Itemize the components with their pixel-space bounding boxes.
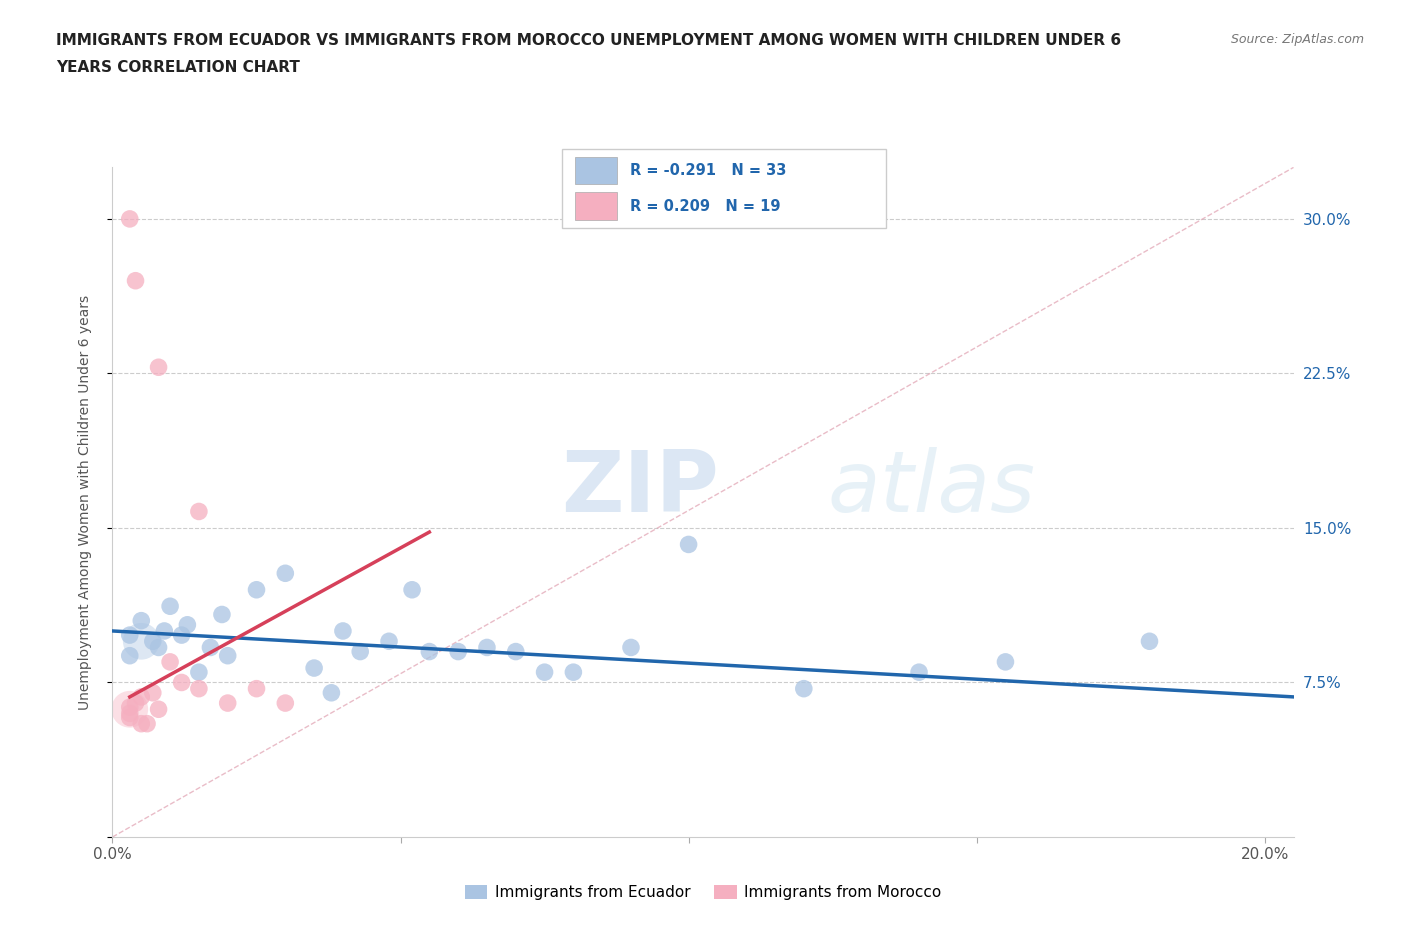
- Text: R = 0.209   N = 19: R = 0.209 N = 19: [630, 199, 780, 214]
- Point: [678, 537, 700, 551]
- Point: [200, 640, 222, 655]
- Point: [187, 665, 209, 680]
- Point: [142, 634, 165, 649]
- Point: [159, 655, 181, 670]
- Point: [217, 648, 239, 663]
- Point: [505, 644, 527, 659]
- Point: [118, 706, 141, 721]
- Point: [129, 689, 152, 704]
- Point: [148, 702, 170, 717]
- Point: [1139, 634, 1161, 649]
- Point: [187, 504, 209, 519]
- Point: [793, 681, 815, 696]
- Point: [349, 644, 371, 659]
- Point: [118, 648, 141, 663]
- Y-axis label: Unemployment Among Women with Children Under 6 years: Unemployment Among Women with Children U…: [77, 295, 91, 710]
- Point: [118, 211, 141, 226]
- Point: [321, 685, 343, 700]
- Point: [142, 685, 165, 700]
- Text: YEARS CORRELATION CHART: YEARS CORRELATION CHART: [56, 60, 299, 75]
- Point: [129, 634, 152, 649]
- Point: [418, 644, 440, 659]
- FancyBboxPatch shape: [562, 149, 886, 228]
- Point: [245, 681, 267, 696]
- Point: [217, 696, 239, 711]
- Point: [136, 716, 159, 731]
- Text: IMMIGRANTS FROM ECUADOR VS IMMIGRANTS FROM MOROCCO UNEMPLOYMENT AMONG WOMEN WITH: IMMIGRANTS FROM ECUADOR VS IMMIGRANTS FR…: [56, 33, 1122, 47]
- Point: [153, 623, 176, 638]
- Point: [148, 640, 170, 655]
- Point: [994, 655, 1017, 670]
- Text: Source: ZipAtlas.com: Source: ZipAtlas.com: [1230, 33, 1364, 46]
- Point: [211, 607, 233, 622]
- Text: atlas: atlas: [827, 447, 1035, 530]
- Point: [302, 660, 325, 675]
- Point: [148, 360, 170, 375]
- Point: [118, 628, 141, 643]
- Text: R = -0.291   N = 33: R = -0.291 N = 33: [630, 163, 787, 178]
- Point: [170, 675, 193, 690]
- Point: [620, 640, 643, 655]
- Point: [533, 665, 555, 680]
- Point: [245, 582, 267, 597]
- Point: [129, 613, 152, 628]
- FancyBboxPatch shape: [575, 157, 617, 184]
- Point: [401, 582, 423, 597]
- Point: [447, 644, 470, 659]
- Point: [562, 665, 585, 680]
- Point: [274, 696, 297, 711]
- Text: ZIP: ZIP: [561, 447, 718, 530]
- Point: [124, 273, 146, 288]
- Point: [332, 623, 354, 638]
- Legend: Immigrants from Ecuador, Immigrants from Morocco: Immigrants from Ecuador, Immigrants from…: [458, 879, 948, 907]
- Point: [187, 681, 209, 696]
- Point: [159, 599, 181, 614]
- Point: [274, 565, 297, 580]
- Point: [124, 696, 146, 711]
- Point: [176, 618, 198, 632]
- FancyBboxPatch shape: [575, 193, 617, 220]
- Point: [129, 716, 152, 731]
- Point: [378, 634, 401, 649]
- Point: [170, 628, 193, 643]
- Point: [908, 665, 931, 680]
- Point: [118, 699, 141, 714]
- Point: [475, 640, 498, 655]
- Point: [118, 702, 141, 717]
- Point: [118, 711, 141, 725]
